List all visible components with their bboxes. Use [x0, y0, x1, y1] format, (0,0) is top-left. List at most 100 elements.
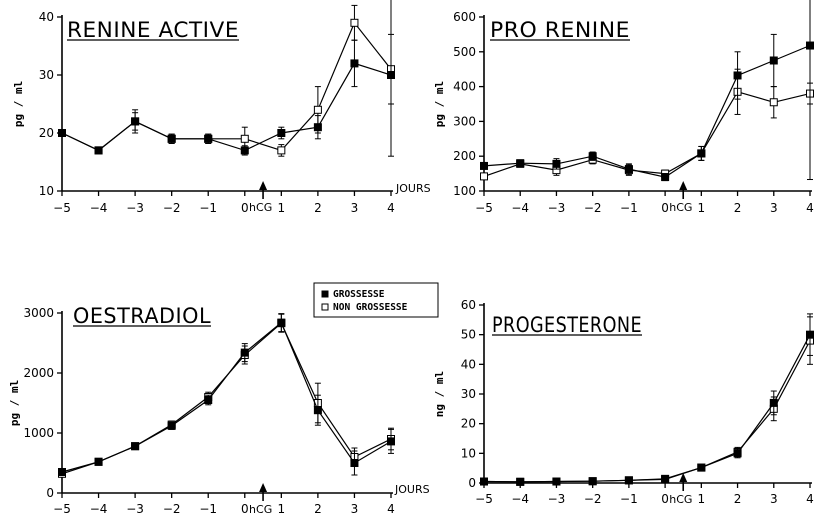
data-point-grossesse: [204, 396, 213, 404]
data-point-non-grossesse: [350, 18, 359, 27]
legend-label-grossesse: GROSSESSE: [333, 289, 385, 300]
y-tick-label: 0: [46, 486, 54, 500]
chart-renine-active: 10 20 30 40 −5 −4 −3 −2 −1 0 1 2 3 4 RENINE ACTIVE pg /…: [12, 0, 431, 215]
x-tick-label: 1: [278, 201, 286, 215]
data-point-grossesse: [350, 59, 359, 68]
hcg-arrow-icon: [259, 181, 268, 190]
x-tick-label: −4: [511, 492, 529, 506]
y-tick-label: 200: [453, 149, 476, 163]
legend-filled-square-icon: [321, 290, 329, 298]
x-tick-label: 0: [661, 201, 669, 215]
y-tick-label: 20: [461, 417, 476, 431]
data-point-grossesse: [733, 71, 742, 80]
x-tick-label: 1: [698, 201, 706, 215]
hcg-label: hCG: [669, 493, 692, 506]
hcg-arrow-icon: [259, 483, 268, 492]
x-tick-label: −1: [620, 201, 638, 215]
x-tick-label: −4: [90, 502, 108, 516]
x-tick-label: −1: [620, 492, 638, 506]
data-point-grossesse: [480, 161, 488, 170]
y-tick-label: 1000: [23, 426, 54, 440]
x-tick-label: 1: [698, 492, 706, 506]
data-point-grossesse: [552, 477, 561, 486]
x-tick-label: 4: [806, 492, 814, 506]
data-point-grossesse: [697, 463, 706, 472]
x-tick-label: 3: [351, 502, 359, 516]
y-tick-label: 10: [461, 446, 476, 460]
data-point-grossesse: [313, 406, 322, 415]
x-tick-label: 2: [734, 492, 742, 506]
y-tick-label: 30: [39, 68, 54, 82]
data-point-grossesse: [806, 41, 814, 50]
y-tick-label: 40: [39, 10, 54, 24]
x-tick-label: 0: [661, 492, 669, 506]
y-axis-label: pg / ml: [12, 81, 25, 127]
data-point-grossesse: [697, 149, 706, 158]
series-line-non-grossesse: [61, 322, 392, 475]
x-tick-label: −1: [199, 201, 217, 215]
series-line-grossesse: [61, 321, 392, 473]
x-tick-label: −4: [511, 201, 529, 215]
x-axis-label: JOURS: [395, 182, 431, 195]
y-tick-label: 2000: [23, 366, 54, 380]
chart-title: PROGESTERONE: [492, 313, 642, 337]
x-axis-label: JOURS: [394, 483, 430, 496]
chart-title: RENINE ACTIVE: [67, 18, 239, 42]
x-tick-label: 0: [241, 201, 249, 215]
data-point-grossesse: [387, 437, 395, 446]
x-tick-label: 3: [770, 492, 778, 506]
x-tick-label: 2: [314, 201, 322, 215]
data-point-grossesse: [167, 421, 176, 430]
hcg-label: hCG: [669, 201, 692, 214]
data-point-grossesse: [240, 348, 249, 357]
data-point-grossesse: [661, 173, 670, 182]
x-tick-label: −3: [548, 492, 566, 506]
y-tick-label: 20: [39, 126, 54, 140]
y-axis-label: pg / ml: [433, 81, 446, 127]
data-point-grossesse: [387, 71, 395, 79]
x-tick-label: 4: [387, 201, 395, 215]
x-tick-label: −2: [584, 201, 602, 215]
x-tick-label: 2: [314, 502, 322, 516]
x-tick-label: −3: [126, 502, 144, 516]
y-tick-label: 500: [453, 45, 476, 59]
data-point-grossesse: [806, 330, 814, 339]
hcg-arrow-icon: [679, 181, 688, 190]
series-line-non-grossesse: [483, 340, 811, 483]
x-tick-label: −4: [90, 201, 108, 215]
hcg-label: hCG: [249, 503, 272, 516]
x-tick-label: −2: [163, 201, 181, 215]
x-tick-label: −5: [53, 201, 71, 215]
data-point-grossesse: [552, 159, 561, 168]
data-point-grossesse: [167, 134, 176, 143]
chart-oestradiol: 0 1000 2000 3000 −5 −4 −3 −2 −1 0 1 2 3 4 OESTRADIOL pg…: [8, 304, 430, 516]
x-tick-label: 1: [278, 502, 286, 516]
y-tick-label: 100: [453, 184, 476, 198]
y-axis-label: ng / ml: [433, 371, 446, 417]
data-point-grossesse: [516, 159, 525, 168]
legend-open-square-icon: [321, 303, 329, 311]
data-point-grossesse: [277, 129, 286, 137]
x-tick-label: 3: [770, 201, 778, 215]
data-point-grossesse: [350, 459, 359, 467]
x-tick-label: −2: [163, 502, 181, 516]
data-point-grossesse: [131, 117, 140, 126]
series-line-grossesse: [61, 62, 392, 152]
data-point-non-grossesse: [769, 98, 778, 107]
legend-label-non-grossesse: NON GROSSESSE: [333, 302, 408, 313]
chart-pro-renine: 100 200 300 400 500 600 −5 −4 −3 −2 −1 0 1 2 3 4 PRO REN…: [433, 0, 814, 215]
y-tick-label: 0: [468, 476, 476, 490]
data-point-grossesse: [204, 134, 213, 143]
chart-title: OESTRADIOL: [73, 304, 211, 328]
x-tick-label: 0: [241, 502, 249, 516]
data-point-grossesse: [240, 146, 249, 155]
data-point-grossesse: [588, 477, 597, 486]
legend-box: [313, 282, 439, 318]
data-point-grossesse: [58, 129, 66, 137]
data-point-non-grossesse: [277, 146, 286, 155]
data-point-grossesse: [313, 123, 322, 132]
data-point-grossesse: [733, 449, 742, 458]
y-tick-label: 600: [453, 10, 476, 24]
y-axis-label: pg / ml: [8, 380, 21, 426]
